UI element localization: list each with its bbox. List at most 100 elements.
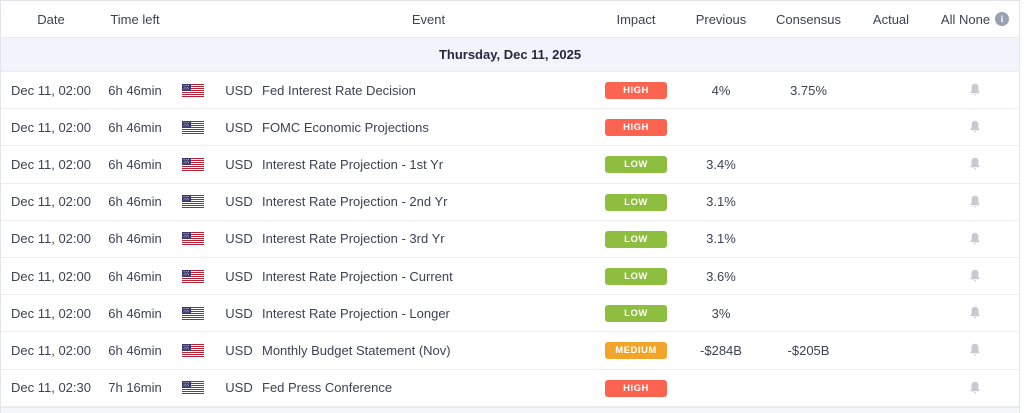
impact-cell: LOW — [596, 304, 676, 323]
bell-cell — [931, 267, 1019, 285]
event-name: Interest Rate Projection - 3rd Yr — [262, 231, 445, 247]
event-date: Dec 11, 02:30 — [11, 380, 91, 396]
bell-cell — [931, 81, 1019, 99]
bell-cell — [931, 379, 1019, 397]
impact-badge: HIGH — [605, 82, 667, 100]
column-header-actual: Actual — [872, 11, 910, 27]
event-date: Dec 11, 02:00 — [11, 194, 91, 210]
currency-code: USD — [225, 268, 253, 284]
column-header-event: Event — [411, 11, 446, 27]
previous-value: 4% — [711, 82, 731, 98]
event-rows: Dec 11, 02:00 6h 46min — [1, 72, 1019, 407]
bell-icon[interactable] — [966, 81, 984, 99]
event-date: Dec 11, 02:00 — [11, 82, 91, 98]
bell-icon[interactable] — [966, 193, 984, 211]
currency-code: USD — [225, 119, 253, 135]
previous-value: 3% — [711, 305, 731, 321]
currency-code: USD — [225, 156, 253, 172]
column-header-previous: Previous — [695, 11, 747, 27]
previous-value: -$284B — [700, 342, 742, 358]
us-flag-icon — [169, 269, 217, 283]
impact-cell: HIGH — [596, 118, 676, 137]
currency-code: USD — [225, 305, 253, 321]
bell-icon[interactable] — [966, 230, 984, 248]
bell-icon[interactable] — [966, 379, 984, 397]
impact-cell: LOW — [596, 267, 676, 286]
us-flag-icon — [169, 157, 217, 171]
event-date: Dec 11, 02:00 — [11, 231, 91, 247]
us-flag-icon — [169, 306, 217, 320]
event-table-row[interactable]: Dec 11, 02:00 6h 46min — [1, 257, 1019, 296]
event-table-row[interactable]: Dec 11, 02:00 6h 46min — [1, 295, 1019, 333]
event-table-row[interactable]: Dec 11, 02:00 6h 46min — [1, 72, 1019, 110]
event-name: Interest Rate Projection - 2nd Yr — [262, 194, 448, 210]
bell-cell — [931, 155, 1019, 173]
next-section-band — [1, 406, 1019, 413]
column-header-consensus: Consensus — [775, 11, 842, 27]
currency-code: USD — [225, 380, 253, 396]
event-table-row[interactable]: Dec 11, 02:00 6h 46min — [1, 220, 1019, 258]
impact-cell: HIGH — [596, 379, 676, 397]
previous-value: 3.1% — [706, 194, 736, 210]
impact-badge: LOW — [605, 193, 667, 211]
impact-cell: MEDIUM — [596, 341, 676, 360]
event-table-row[interactable]: Dec 11, 02:00 6h 46min — [1, 146, 1019, 184]
event-name: Interest Rate Projection - Current — [262, 268, 453, 284]
event-table-row[interactable]: Dec 11, 02:00 6h 46min — [1, 332, 1019, 370]
us-flag-icon — [169, 381, 217, 395]
currency-code: USD — [225, 82, 253, 98]
info-icon[interactable]: i — [995, 12, 1010, 26]
currency-code: USD — [225, 342, 253, 358]
consensus-value: 3.75% — [790, 82, 827, 98]
event-date: Dec 11, 02:00 — [11, 305, 91, 321]
event-name: FOMC Economic Projections — [262, 119, 429, 135]
bell-icon[interactable] — [966, 304, 984, 322]
event-table-row[interactable]: Dec 11, 02:00 6h 46min — [1, 183, 1019, 221]
impact-badge: HIGH — [605, 379, 667, 397]
impact-badge: HIGH — [605, 119, 667, 137]
event-time-left: 7h 16min — [108, 380, 162, 396]
event-time-left: 6h 46min — [108, 82, 162, 98]
impact-cell: LOW — [596, 155, 676, 174]
event-name: Fed Press Conference — [262, 380, 393, 396]
previous-value: 3.4% — [706, 156, 736, 172]
previous-value: 3.1% — [706, 231, 736, 247]
date-group-label: Thursday, Dec 11, 2025 — [438, 47, 582, 62]
bell-cell — [931, 304, 1019, 322]
event-name: Fed Interest Rate Decision — [262, 82, 416, 98]
bell-cell — [931, 341, 1019, 359]
consensus-value: -$205B — [787, 342, 830, 358]
column-header-impact: Impact — [616, 11, 656, 27]
event-time-left: 6h 46min — [108, 268, 162, 284]
column-header-date: Date — [37, 11, 65, 27]
table-header-row: Date Time left Event Impact Previous Con… — [1, 1, 1019, 38]
bell-cell — [931, 230, 1019, 248]
bell-icon[interactable] — [966, 155, 984, 173]
date-group-band: Thursday, Dec 11, 2025 — [1, 38, 1019, 72]
impact-cell: LOW — [596, 193, 676, 211]
event-table-row[interactable]: Dec 11, 02:00 6h 46min — [1, 109, 1019, 147]
event-time-left: 6h 46min — [108, 305, 162, 321]
event-name: Monthly Budget Statement (Nov) — [262, 342, 451, 358]
event-date: Dec 11, 02:00 — [11, 268, 91, 284]
impact-badge: MEDIUM — [605, 342, 667, 360]
event-table-row[interactable]: Dec 11, 02:30 7h 16min — [1, 369, 1019, 407]
event-date: Dec 11, 02:00 — [11, 119, 91, 135]
impact-cell: HIGH — [596, 81, 676, 100]
bell-icon[interactable] — [966, 267, 984, 285]
event-time-left: 6h 46min — [108, 231, 162, 247]
bell-icon[interactable] — [966, 118, 984, 136]
event-name: Interest Rate Projection - 1st Yr — [262, 156, 444, 172]
bell-icon[interactable] — [966, 341, 984, 359]
impact-cell: LOW — [596, 230, 676, 248]
event-name: Interest Rate Projection - Longer — [262, 305, 450, 321]
bell-cell — [931, 193, 1019, 211]
all-none-toggle[interactable]: All None i — [931, 12, 1019, 27]
us-flag-icon — [169, 343, 217, 357]
event-time-left: 6h 46min — [108, 156, 162, 172]
impact-badge: LOW — [605, 305, 667, 323]
all-none-label: All None — [940, 11, 991, 27]
us-flag-icon — [169, 232, 217, 246]
